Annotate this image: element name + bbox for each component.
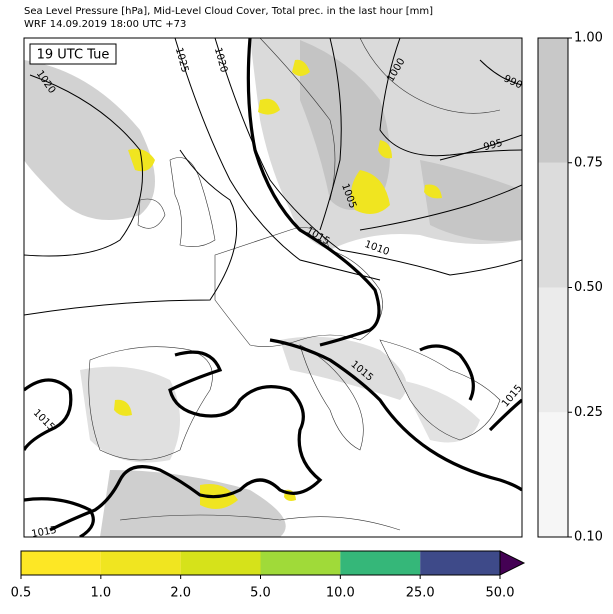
- isobars: [24, 38, 522, 316]
- cloud-colorbar: 0.10 0.25 0.50 0.75 1.00: [537, 31, 603, 545]
- subtitle: WRF 14.09.2019 18:00 UTC +73: [24, 19, 186, 30]
- isobar-1015: [24, 38, 522, 537]
- colorbar-tick-label: 0.5: [11, 586, 32, 601]
- colorbar-tick-label: 1.0: [90, 586, 111, 601]
- contour-label: 1015: [31, 525, 58, 540]
- colorbar-segment: [260, 551, 341, 575]
- colorbar-tick-label: 0.25: [574, 405, 603, 420]
- colorbar-tick-label: 10.0: [326, 586, 355, 601]
- map-frame: [23, 37, 523, 538]
- colorbar-segment: [420, 551, 500, 575]
- colorbar-tick-label: 0.10: [574, 530, 603, 545]
- precip-colorbar: 0.5 1.0 2.0 5.0 10.0 25.0 50.0: [11, 550, 526, 601]
- time-label: 19 UTC Tue: [37, 48, 110, 63]
- colorbar-tick-label: 0.75: [574, 155, 603, 170]
- colorbar-tick-label: 1.00: [574, 31, 603, 46]
- colorbar-tick-label: 2.0: [170, 586, 191, 601]
- colorbar-segment: [100, 551, 181, 575]
- colorbar-segment: [538, 38, 568, 163]
- colorbar-segment: [340, 551, 421, 575]
- colorbar-segment: [21, 551, 101, 575]
- colorbar-segment: [538, 287, 568, 413]
- colorbar-segment: [180, 551, 261, 575]
- colorbar-extend: [499, 550, 526, 576]
- coastlines: [88, 38, 501, 531]
- colorbar-tick-label: 0.50: [574, 280, 603, 295]
- colorbar-tick-label: 5.0: [250, 586, 271, 601]
- map: 1020 1025 1020 1000 990 995 1005 1015 10…: [24, 38, 522, 540]
- colorbar-segment: [538, 412, 568, 537]
- title: Sea Level Pressure [hPa], Mid-Level Clou…: [24, 6, 433, 17]
- time-box: [29, 43, 117, 65]
- colorbar-segment: [538, 162, 568, 288]
- colorbar-tick-label: 50.0: [486, 586, 515, 601]
- colorbar-tick-label: 25.0: [406, 586, 435, 601]
- contour-label: 995: [482, 138, 503, 154]
- precip-areas: [114, 59, 442, 509]
